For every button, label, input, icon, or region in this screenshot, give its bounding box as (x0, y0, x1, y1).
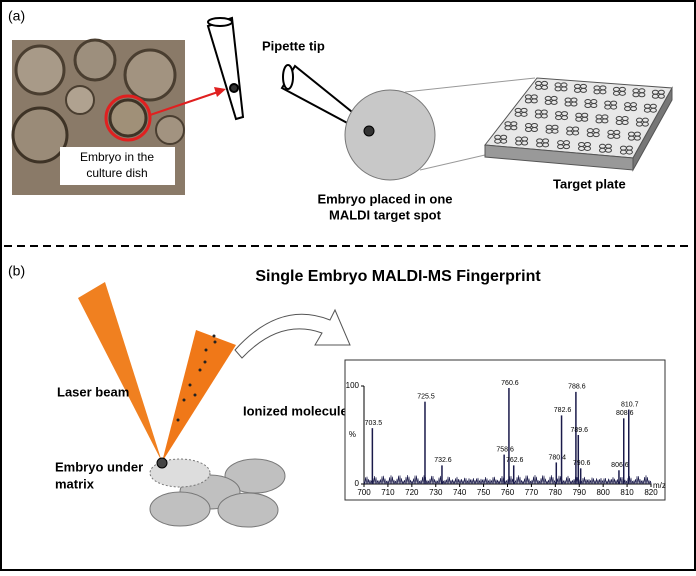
ion-plume (162, 330, 236, 462)
peak-label: 790.6 (573, 460, 591, 467)
peak-label: 789.6 (571, 427, 589, 434)
well (649, 107, 657, 113)
x-tick-label: 750 (477, 488, 491, 497)
well (657, 93, 665, 99)
panel-label: (a) (8, 8, 25, 24)
well (530, 98, 538, 104)
x-tick-label: 820 (644, 488, 658, 497)
well (540, 113, 548, 119)
peak-label: 758.6 (496, 446, 514, 453)
well (625, 149, 633, 155)
well (584, 145, 592, 151)
zoom-line (404, 77, 536, 93)
pipette-label: Pipette tip (262, 38, 325, 53)
well (542, 142, 550, 148)
x-tick-label: 700 (357, 488, 371, 497)
peak-label: 780.4 (549, 454, 567, 461)
ions (176, 334, 217, 422)
well (579, 87, 587, 93)
photo-label: culture dish (86, 166, 147, 180)
x-tick-label: 760 (501, 488, 515, 497)
peak-label: 762.6 (506, 457, 524, 464)
embryo (156, 457, 168, 469)
well (633, 135, 641, 141)
red-arrow (149, 87, 226, 116)
photo-label: Embryo in the (80, 150, 154, 164)
well (570, 101, 578, 107)
well (572, 130, 580, 136)
well (530, 126, 538, 132)
laser-label: Laser beam (57, 384, 129, 399)
well (592, 132, 600, 138)
y-axis-label: % (349, 430, 356, 439)
spot-label: MALDI target spot (329, 207, 442, 222)
peak-label: 760.6 (501, 380, 519, 387)
x-tick-label: 710 (381, 488, 395, 497)
well (599, 89, 607, 95)
well (621, 120, 629, 126)
well (604, 147, 612, 153)
embryo-photo (11, 38, 185, 195)
well (590, 103, 598, 109)
x-axis-label: m/z (653, 481, 666, 490)
peak-label: 782.6 (554, 407, 572, 414)
well (581, 116, 589, 122)
x-tick-label: 740 (453, 488, 467, 497)
target-spots (149, 458, 286, 528)
well (630, 106, 638, 112)
peak-label: 703.5 (365, 420, 383, 427)
peak-label: 806.6 (611, 462, 629, 469)
well (618, 90, 626, 96)
well (638, 92, 646, 98)
well (510, 125, 518, 131)
title: Single Embryo MALDI-MS Fingerprint (255, 268, 541, 285)
well (563, 144, 571, 150)
well (610, 104, 618, 110)
panel-label: (b) (8, 263, 25, 279)
target-spot (344, 89, 436, 181)
well (560, 86, 568, 92)
y-tick-label: 100 (346, 381, 360, 390)
spot-label: Embryo placed in one (317, 191, 452, 206)
x-tick-label: 720 (405, 488, 419, 497)
well (520, 111, 528, 117)
laser-beam (78, 282, 162, 462)
peak-label: 808.6 (616, 410, 634, 417)
ions-label: Ionized molecules (243, 403, 355, 418)
peak-label: 810.7 (621, 401, 639, 408)
well (601, 118, 609, 124)
embryo-label: matrix (55, 476, 95, 491)
embryo (363, 125, 375, 137)
peak-label: 788.6 (568, 384, 586, 391)
embryo-label: Embryo under (55, 459, 143, 474)
well (613, 133, 621, 139)
peak-label: 732.6 (434, 457, 452, 464)
x-tick-label: 780 (549, 488, 563, 497)
well (500, 138, 508, 144)
spectrum: 700 710 720 730 740 750 760 770 780 790 800 810 820 0… (346, 380, 666, 497)
well (551, 128, 559, 134)
well (521, 140, 529, 146)
well (541, 84, 549, 90)
well (550, 99, 558, 105)
well (561, 115, 569, 121)
zoom-line (419, 154, 486, 171)
well (641, 121, 649, 127)
curved-arrow (234, 308, 351, 359)
x-tick-label: 810 (620, 488, 634, 497)
x-tick-label: 790 (573, 488, 587, 497)
x-tick-label: 770 (525, 488, 539, 497)
plate-label: Target plate (553, 176, 626, 191)
x-tick-label: 800 (596, 488, 610, 497)
target-plate (484, 77, 673, 172)
noise-baseline (363, 474, 652, 485)
y-tick-label: 0 (355, 479, 360, 488)
x-tick-label: 730 (429, 488, 443, 497)
peak-label: 725.5 (417, 394, 435, 401)
